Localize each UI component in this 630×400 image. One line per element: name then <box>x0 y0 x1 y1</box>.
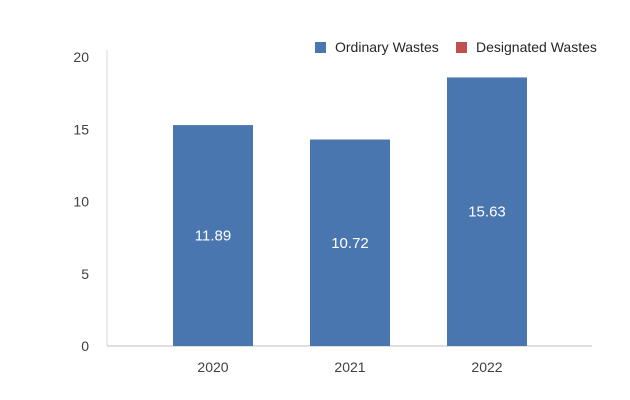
y-tick-label: 20 <box>73 49 89 65</box>
legend-label: Designated Wastes <box>476 39 597 55</box>
bar-ordinary-wastes-2022 <box>447 77 527 346</box>
y-tick-label: 10 <box>73 194 89 210</box>
legend-swatch <box>315 42 326 53</box>
x-tick-label: 2021 <box>334 359 365 375</box>
data-label: 11.89 <box>195 228 231 245</box>
legend-swatch <box>456 42 467 53</box>
x-tick-label: 2022 <box>471 359 502 375</box>
data-label: 15.63 <box>468 204 506 221</box>
x-tick-labels: 2020 2021 2022 <box>197 359 502 375</box>
bar-ordinary-wastes-2021 <box>310 139 390 346</box>
y-tick-label: 5 <box>81 266 89 282</box>
y-tick-labels: 0 5 10 15 20 <box>73 49 89 354</box>
y-tick-label: 15 <box>73 121 89 137</box>
legend-label: Ordinary Wastes <box>335 39 439 55</box>
x-tick-label: 2020 <box>197 359 228 375</box>
data-label: 10.72 <box>331 235 369 252</box>
bar-ordinary-wastes-2020 <box>173 125 253 347</box>
bars: 11.89 10.72 15.63 <box>173 77 527 347</box>
y-tick-label: 0 <box>81 338 89 354</box>
legend: Ordinary Wastes Designated Wastes <box>315 39 597 55</box>
